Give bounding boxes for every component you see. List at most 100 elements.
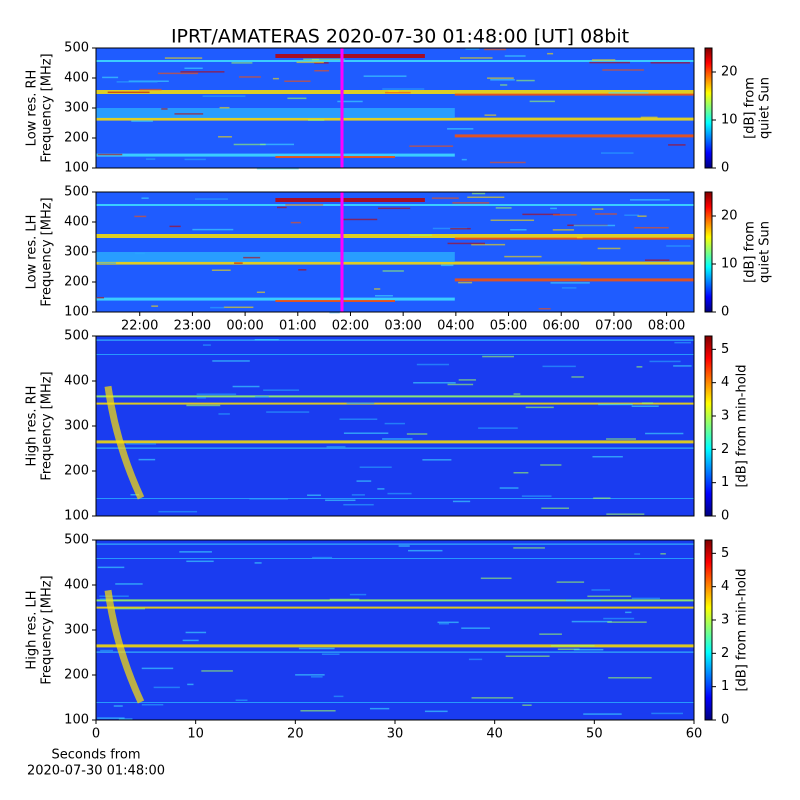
spectrogram-speckle bbox=[298, 647, 335, 650]
spectrogram-speckle bbox=[321, 653, 340, 655]
spectrogram-speckle bbox=[325, 499, 356, 502]
spectrogram-speckle bbox=[529, 100, 555, 103]
spectrogram-speckle bbox=[458, 379, 476, 381]
spectrogram-band bbox=[454, 93, 694, 96]
spectrogram-speckle bbox=[540, 464, 562, 466]
y-tick-label: 200 bbox=[64, 131, 89, 146]
spectrogram-speckle bbox=[504, 255, 542, 258]
spectrogram-speckle bbox=[484, 48, 507, 51]
spectrogram-band bbox=[96, 395, 694, 398]
colorbar-label: quiet Sun bbox=[758, 221, 773, 283]
colorbar-tick-label: 0 bbox=[721, 713, 729, 728]
spectrogram-speckle bbox=[467, 196, 505, 199]
spectrogram-band bbox=[275, 54, 425, 58]
spectrogram-band bbox=[275, 198, 425, 202]
spectrogram-speckle bbox=[312, 556, 333, 559]
x-tick-label: 22:00 bbox=[121, 319, 158, 334]
spectrogram-band bbox=[96, 261, 694, 265]
spectrogram-speckle bbox=[641, 402, 654, 404]
spectrogram-band bbox=[96, 558, 694, 559]
spectrogram-speckle bbox=[660, 553, 666, 555]
spectrogram-speckle bbox=[674, 341, 691, 344]
spectrogram-speckle bbox=[573, 224, 616, 227]
spectrogram-speckle bbox=[510, 229, 527, 231]
spectrogram-speckle bbox=[471, 697, 514, 699]
spectrogram-speckle bbox=[374, 288, 381, 290]
spectrogram-speckle bbox=[408, 549, 443, 552]
spectrogram-speckle bbox=[141, 197, 149, 199]
spectrogram-speckle bbox=[307, 119, 325, 121]
colorbar-tick-label: 20 bbox=[721, 65, 738, 80]
spectrogram-speckle bbox=[637, 215, 647, 217]
x-axis-label: 2020-07-30 01:48:00 bbox=[27, 764, 165, 779]
x-tick-label: 23:00 bbox=[174, 319, 211, 334]
y-tick-label: 500 bbox=[64, 329, 89, 344]
y-axis-label: Frequency [MHz] bbox=[40, 575, 55, 684]
spectrogram-speckle bbox=[384, 422, 405, 425]
spectrogram-band bbox=[96, 606, 694, 609]
y-tick-label: 200 bbox=[64, 668, 89, 683]
spectrogram-speckle bbox=[186, 560, 214, 563]
colorbar bbox=[704, 191, 713, 313]
spectrogram-speckle bbox=[107, 91, 150, 94]
spectrogram-speckle bbox=[141, 667, 174, 670]
spectrogram-speckle bbox=[606, 438, 636, 440]
spectrogram-speckle bbox=[589, 61, 631, 64]
spectrogram-speckle bbox=[480, 577, 512, 580]
colorbar-tick-label: 5 bbox=[721, 546, 729, 561]
spectrogram-speckle bbox=[141, 704, 164, 706]
colorbar-tick-label: 10 bbox=[721, 113, 738, 128]
spectrogram-speckle bbox=[359, 466, 392, 468]
spectrogram-speckle bbox=[196, 393, 237, 395]
spectrogram-band bbox=[96, 234, 694, 238]
spectrogram-speckle bbox=[307, 494, 321, 496]
spectrogram-speckle bbox=[311, 58, 320, 61]
spectrogram-speckle bbox=[593, 497, 611, 499]
spectrogram-band bbox=[96, 402, 694, 405]
y-tick-label: 500 bbox=[64, 185, 89, 200]
spectrogram-speckle bbox=[115, 583, 143, 585]
x-tick-label: 08:00 bbox=[648, 319, 685, 334]
spectrogram-speckle bbox=[97, 153, 123, 156]
spectrogram-speckle bbox=[243, 256, 261, 259]
spectrogram-speckle bbox=[249, 498, 288, 500]
spectrogram-speckle bbox=[256, 167, 299, 170]
colorbar-tick-label: 3 bbox=[721, 613, 729, 628]
spectrogram-speckle bbox=[185, 631, 207, 634]
spectrogram-speckle bbox=[452, 500, 471, 503]
x-tick-label: 06:00 bbox=[542, 319, 579, 334]
colorbar-tick-label: 10 bbox=[721, 257, 738, 272]
colorbar-tick-label: 3 bbox=[721, 409, 729, 424]
spectrogram-speckle bbox=[591, 589, 611, 591]
spectrogram-speckle bbox=[339, 418, 378, 420]
spectrogram-band bbox=[96, 117, 694, 121]
spectrogram-speckle bbox=[260, 143, 295, 146]
spectrogram-speckle bbox=[153, 686, 180, 689]
spectrogram-speckle bbox=[505, 655, 550, 657]
colorbar-label: [dB] from bbox=[743, 77, 758, 139]
spectrogram-speckle bbox=[234, 262, 243, 264]
spectrogram-speckle bbox=[650, 62, 690, 64]
spectrogram-burst bbox=[104, 589, 145, 704]
colorbar-tick-label: 2 bbox=[721, 442, 729, 457]
spectrogram-speckle bbox=[329, 311, 340, 314]
spectrogram-band bbox=[454, 278, 694, 282]
spectrogram-band bbox=[96, 702, 694, 703]
spectrogram-speckle bbox=[422, 459, 452, 461]
spectrogram-speckle bbox=[452, 202, 490, 204]
y-axis-label: Low res. RH bbox=[25, 70, 40, 147]
spectrogram-speckle bbox=[573, 648, 604, 651]
spectrogram-speckle bbox=[210, 306, 225, 309]
spectrogram-speckle bbox=[202, 344, 211, 346]
spectrogram-speckle bbox=[668, 144, 686, 146]
spectrogram-speckle bbox=[471, 243, 506, 246]
spectrogram-speckle bbox=[437, 621, 459, 624]
spectrogram-speckle bbox=[184, 67, 203, 70]
spectrogram-speckle bbox=[666, 245, 691, 247]
spectrogram-speckle bbox=[398, 545, 410, 547]
spectrogram-speckle bbox=[484, 114, 497, 116]
spectrogram bbox=[96, 48, 694, 170]
spectrogram-speckle bbox=[96, 296, 105, 299]
spectrogram-speckle bbox=[346, 402, 375, 405]
spectrogram-speckle bbox=[263, 389, 300, 391]
